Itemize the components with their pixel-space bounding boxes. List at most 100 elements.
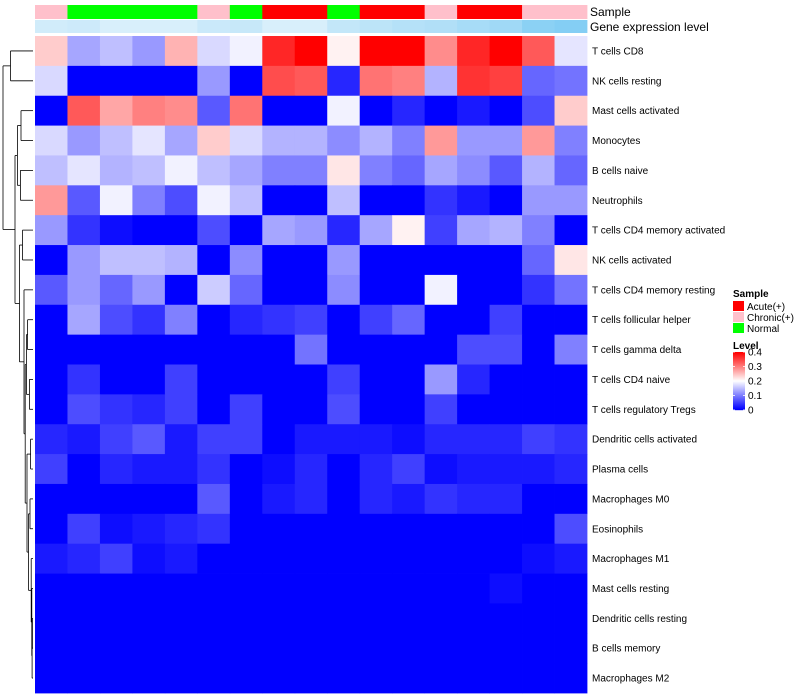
heatmap-cell (99, 125, 133, 156)
heatmap-cell (489, 125, 523, 156)
heatmap-cell (197, 364, 231, 395)
colorbar-tick-label: 0.1 (748, 391, 762, 402)
heatmap-cell (35, 245, 68, 276)
heatmap-cell (164, 663, 198, 694)
heatmap-cell (457, 245, 490, 276)
sample-annotation-cell (294, 5, 328, 19)
heatmap-cell (554, 394, 588, 425)
heatmap-cell (132, 543, 166, 574)
heatmap-cell (35, 573, 68, 604)
heatmap-cell (327, 95, 361, 126)
heatmap-cell (554, 245, 588, 276)
heatmap-cell (359, 274, 393, 306)
heatmap-cell (99, 215, 133, 246)
heatmap-cell (294, 155, 328, 186)
heatmap-cell (359, 215, 393, 246)
heatmap-cell (99, 633, 133, 664)
gene-expression-annotation-label: Gene expression level (590, 20, 709, 34)
heatmap-cell (35, 334, 68, 365)
heatmap-cell (99, 65, 133, 97)
heatmap-cell (522, 274, 555, 306)
heatmap-cell (457, 215, 490, 246)
heatmap-cell (262, 543, 296, 574)
colorbar-segment (733, 366, 745, 368)
sample-annotation-label: Sample (590, 5, 631, 19)
heatmap-cell (359, 334, 393, 365)
heatmap-cell (164, 603, 198, 634)
row-label: Mast cells activated (592, 106, 679, 117)
heatmap-cell (132, 185, 166, 216)
heatmap-cell (327, 245, 361, 276)
heatmap-cell (392, 334, 426, 365)
heatmap-cell (424, 633, 458, 664)
heatmap-cell (489, 364, 523, 395)
heatmap-cell (164, 36, 198, 67)
heatmap-cell (522, 483, 555, 515)
heatmap-cell (229, 454, 263, 485)
heatmap-cell (35, 185, 68, 216)
gene-expression-annotation-cell (294, 20, 328, 33)
heatmap-cell (67, 36, 101, 67)
heatmap-cell (294, 65, 328, 97)
colorbar-segment (733, 401, 745, 403)
sample-annotation-cell (554, 5, 588, 19)
heatmap-cell (294, 394, 328, 425)
colorbar-tick-label: 0.2 (748, 377, 762, 388)
heatmap-cell (197, 483, 231, 515)
heatmap-cell (489, 36, 523, 67)
heatmap-cell (164, 65, 198, 97)
heatmap-cell (197, 334, 231, 365)
level-colorbar: 0.4 0.3 0.2 0.1 0 (733, 348, 762, 417)
heatmap-cell (522, 304, 555, 336)
heatmap-cell (554, 573, 588, 604)
heatmap-cell (489, 663, 523, 694)
colorbar-segment (733, 397, 745, 399)
heatmap-cell (197, 36, 231, 67)
heatmap-cell (132, 573, 166, 604)
heatmap-cell (522, 513, 555, 545)
heatmap-cell (294, 603, 328, 634)
colorbar-segment (733, 356, 745, 358)
heatmap-cell (489, 185, 523, 216)
heatmap-cell (424, 185, 458, 216)
heatmap-cell (67, 185, 101, 216)
colorbar-segment (733, 408, 745, 410)
heatmap-cell (67, 304, 101, 336)
heatmap-cell (262, 95, 296, 126)
legend-label: Chronic(+) (747, 313, 794, 324)
heatmap-cell (35, 394, 68, 425)
colorbar-segment (733, 374, 745, 376)
heatmap-cell (392, 304, 426, 336)
heatmap-cell (164, 125, 198, 156)
colorbar-segment (733, 379, 745, 381)
heatmap-cell (489, 334, 523, 365)
heatmap-cell (197, 573, 231, 604)
heatmap-cell (327, 454, 361, 485)
heatmap-cell (424, 454, 458, 485)
heatmap-cell (392, 513, 426, 545)
heatmap-cell (554, 603, 588, 634)
heatmap-cell (554, 185, 588, 216)
gene-expression-annotation-cell (359, 20, 393, 33)
sample-annotation-cell (392, 5, 426, 19)
sample-annotation-cell (197, 5, 231, 19)
heatmap-cell (554, 513, 588, 545)
sample-annotation-cell (67, 5, 101, 19)
heatmap-cell (489, 573, 523, 604)
heatmap-cell (554, 215, 588, 246)
heatmap-cell (522, 603, 555, 634)
heatmap-cell (229, 663, 263, 694)
heatmap-cell (359, 125, 393, 156)
heatmap-cell (99, 394, 133, 425)
heatmap-cell (489, 245, 523, 276)
gene-expression-annotation-cell (67, 20, 101, 33)
heatmap-cell (554, 663, 588, 694)
row-label: Monocytes (592, 136, 640, 147)
heatmap-cell (164, 513, 198, 545)
heatmap-cell (132, 304, 166, 336)
heatmap-cell (164, 364, 198, 395)
heatmap-cell (522, 185, 555, 216)
heatmap-cell (294, 185, 328, 216)
row-labels: T cells CD8 NK cells resting Mast cells ac… (592, 46, 725, 684)
colorbar-segment (733, 383, 745, 385)
